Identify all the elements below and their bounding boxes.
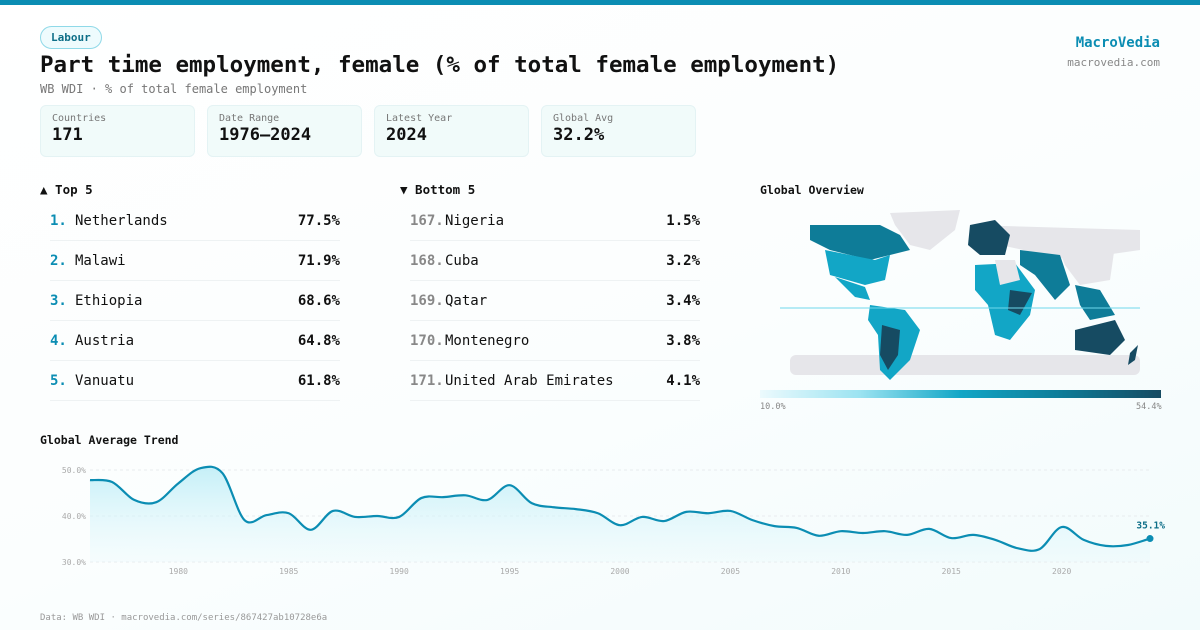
- category-tag[interactable]: Labour: [40, 26, 102, 49]
- stat-countries: Countries 171: [40, 105, 195, 157]
- stat-date-range: Date Range 1976–2024: [207, 105, 362, 157]
- y-tick-label: 50.0%: [62, 466, 86, 475]
- x-tick-label: 2015: [942, 567, 961, 576]
- country-name: Ethiopia: [75, 292, 143, 309]
- bottom5-row[interactable]: 171. United Arab Emirates 4.1%: [410, 361, 700, 401]
- middle-east-asia: [1020, 250, 1070, 300]
- map-color-legend: [760, 390, 1161, 398]
- china: [1055, 240, 1115, 285]
- east-africa: [1008, 290, 1032, 315]
- bottom5-row[interactable]: 167. Nigeria 1.5%: [410, 201, 700, 241]
- southeast-asia: [1075, 285, 1115, 320]
- country-value: 4.1%: [666, 372, 700, 389]
- x-tick-label: 1990: [390, 567, 409, 576]
- country-value: 1.5%: [666, 212, 700, 229]
- x-tick-label: 2000: [610, 567, 629, 576]
- footer-source: Data: WB WDI · macrovedia.com/series/867…: [40, 613, 328, 623]
- trend-area: [90, 466, 1150, 562]
- country-value: 71.9%: [297, 252, 340, 269]
- africa: [975, 263, 1035, 340]
- top-accent-bar: [0, 0, 1200, 5]
- country-value: 64.8%: [297, 332, 340, 349]
- page-title: Part time employment, female (% of total…: [40, 52, 840, 78]
- legend-min: 10.0%: [760, 402, 786, 412]
- y-tick-label: 40.0%: [62, 512, 86, 521]
- stat-value: 1976–2024: [219, 125, 312, 145]
- bottom5-heading: ▼ Bottom 5: [400, 182, 476, 197]
- top5-row[interactable]: 3. Ethiopia 68.6%: [50, 281, 340, 321]
- country-value: 3.8%: [666, 332, 700, 349]
- x-tick-label: 2005: [721, 567, 740, 576]
- x-tick-label: 2010: [831, 567, 850, 576]
- x-tick-label: 1980: [169, 567, 188, 576]
- country-value: 3.2%: [666, 252, 700, 269]
- top5-heading: ▲ Top 5: [40, 182, 93, 197]
- country-name: Malawi: [75, 252, 126, 269]
- country-name: Montenegro: [445, 332, 530, 349]
- country-name: Cuba: [445, 252, 479, 269]
- y-tick-label: 30.0%: [62, 558, 86, 567]
- trend-chart: 30.0% 40.0% 50.0% 1980 1985 1990 1995 2000 2005 2…: [62, 465, 1165, 576]
- rank: 168.: [410, 252, 444, 269]
- x-tick-label: 1995: [500, 567, 519, 576]
- usa: [825, 250, 890, 285]
- rank: 167.: [410, 212, 444, 229]
- australia: [1075, 320, 1125, 355]
- x-tick-label: 1985: [279, 567, 298, 576]
- stat-label: Latest Year: [386, 113, 453, 124]
- country-value: 3.4%: [666, 292, 700, 309]
- rank: 2.: [50, 252, 67, 269]
- south-america-south: [880, 325, 900, 370]
- country-name: Qatar: [445, 292, 488, 309]
- stat-value: 2024: [386, 125, 427, 145]
- greenland: [890, 210, 960, 250]
- stat-global-avg: Global Avg 32.2%: [541, 105, 696, 157]
- last-point-marker[interactable]: [1146, 535, 1154, 543]
- rank: 170.: [410, 332, 444, 349]
- country-name: Austria: [75, 332, 135, 349]
- bottom5-row[interactable]: 169. Qatar 3.4%: [410, 281, 700, 321]
- country-value: 61.8%: [297, 372, 340, 389]
- rank: 169.: [410, 292, 444, 309]
- canada: [810, 225, 910, 260]
- bottom5-row[interactable]: 168. Cuba 3.2%: [410, 241, 700, 281]
- country-name: Nigeria: [445, 212, 505, 229]
- country-name: Netherlands: [75, 212, 168, 229]
- rank: 1.: [50, 212, 67, 229]
- stat-latest-year: Latest Year 2024: [374, 105, 529, 157]
- stat-label: Countries: [52, 113, 107, 124]
- top5-row[interactable]: 5. Vanuatu 61.8%: [50, 361, 340, 401]
- legend-max: 54.4%: [1136, 402, 1162, 412]
- top5-row[interactable]: 2. Malawi 71.9%: [50, 241, 340, 281]
- stat-label: Global Avg: [553, 113, 614, 124]
- rank: 4.: [50, 332, 67, 349]
- country-value: 77.5%: [297, 212, 340, 229]
- map-heading: Global Overview: [760, 183, 864, 197]
- europe: [968, 220, 1010, 255]
- world-map: [780, 210, 1140, 380]
- country-value: 68.6%: [297, 292, 340, 309]
- stat-value: 171: [52, 125, 83, 145]
- country-name: United Arab Emirates: [445, 372, 614, 389]
- last-value-label: 35.1%: [1136, 521, 1165, 532]
- brand-url[interactable]: macrovedia.com: [1067, 56, 1160, 69]
- rank: 171.: [410, 372, 444, 389]
- mexico: [835, 277, 870, 300]
- x-tick-label: 2020: [1052, 567, 1071, 576]
- antarctica: [790, 355, 1140, 375]
- country-name: Vanuatu: [75, 372, 135, 389]
- stat-value: 32.2%: [553, 125, 605, 145]
- brand-logo[interactable]: MacroVedia: [1075, 35, 1160, 51]
- trend-heading: Global Average Trend: [40, 433, 179, 447]
- new-zealand: [1128, 345, 1138, 365]
- trend-line: [89, 465, 1151, 552]
- rank: 5.: [50, 372, 67, 389]
- page-subtitle: WB WDI · % of total female employment: [40, 82, 308, 96]
- rank: 3.: [50, 292, 67, 309]
- sahara-nodata: [995, 260, 1020, 285]
- top5-row[interactable]: 4. Austria 64.8%: [50, 321, 340, 361]
- stat-label: Date Range: [219, 113, 280, 124]
- bottom5-row[interactable]: 170. Montenegro 3.8%: [410, 321, 700, 361]
- top5-row[interactable]: 1. Netherlands 77.5%: [50, 201, 340, 241]
